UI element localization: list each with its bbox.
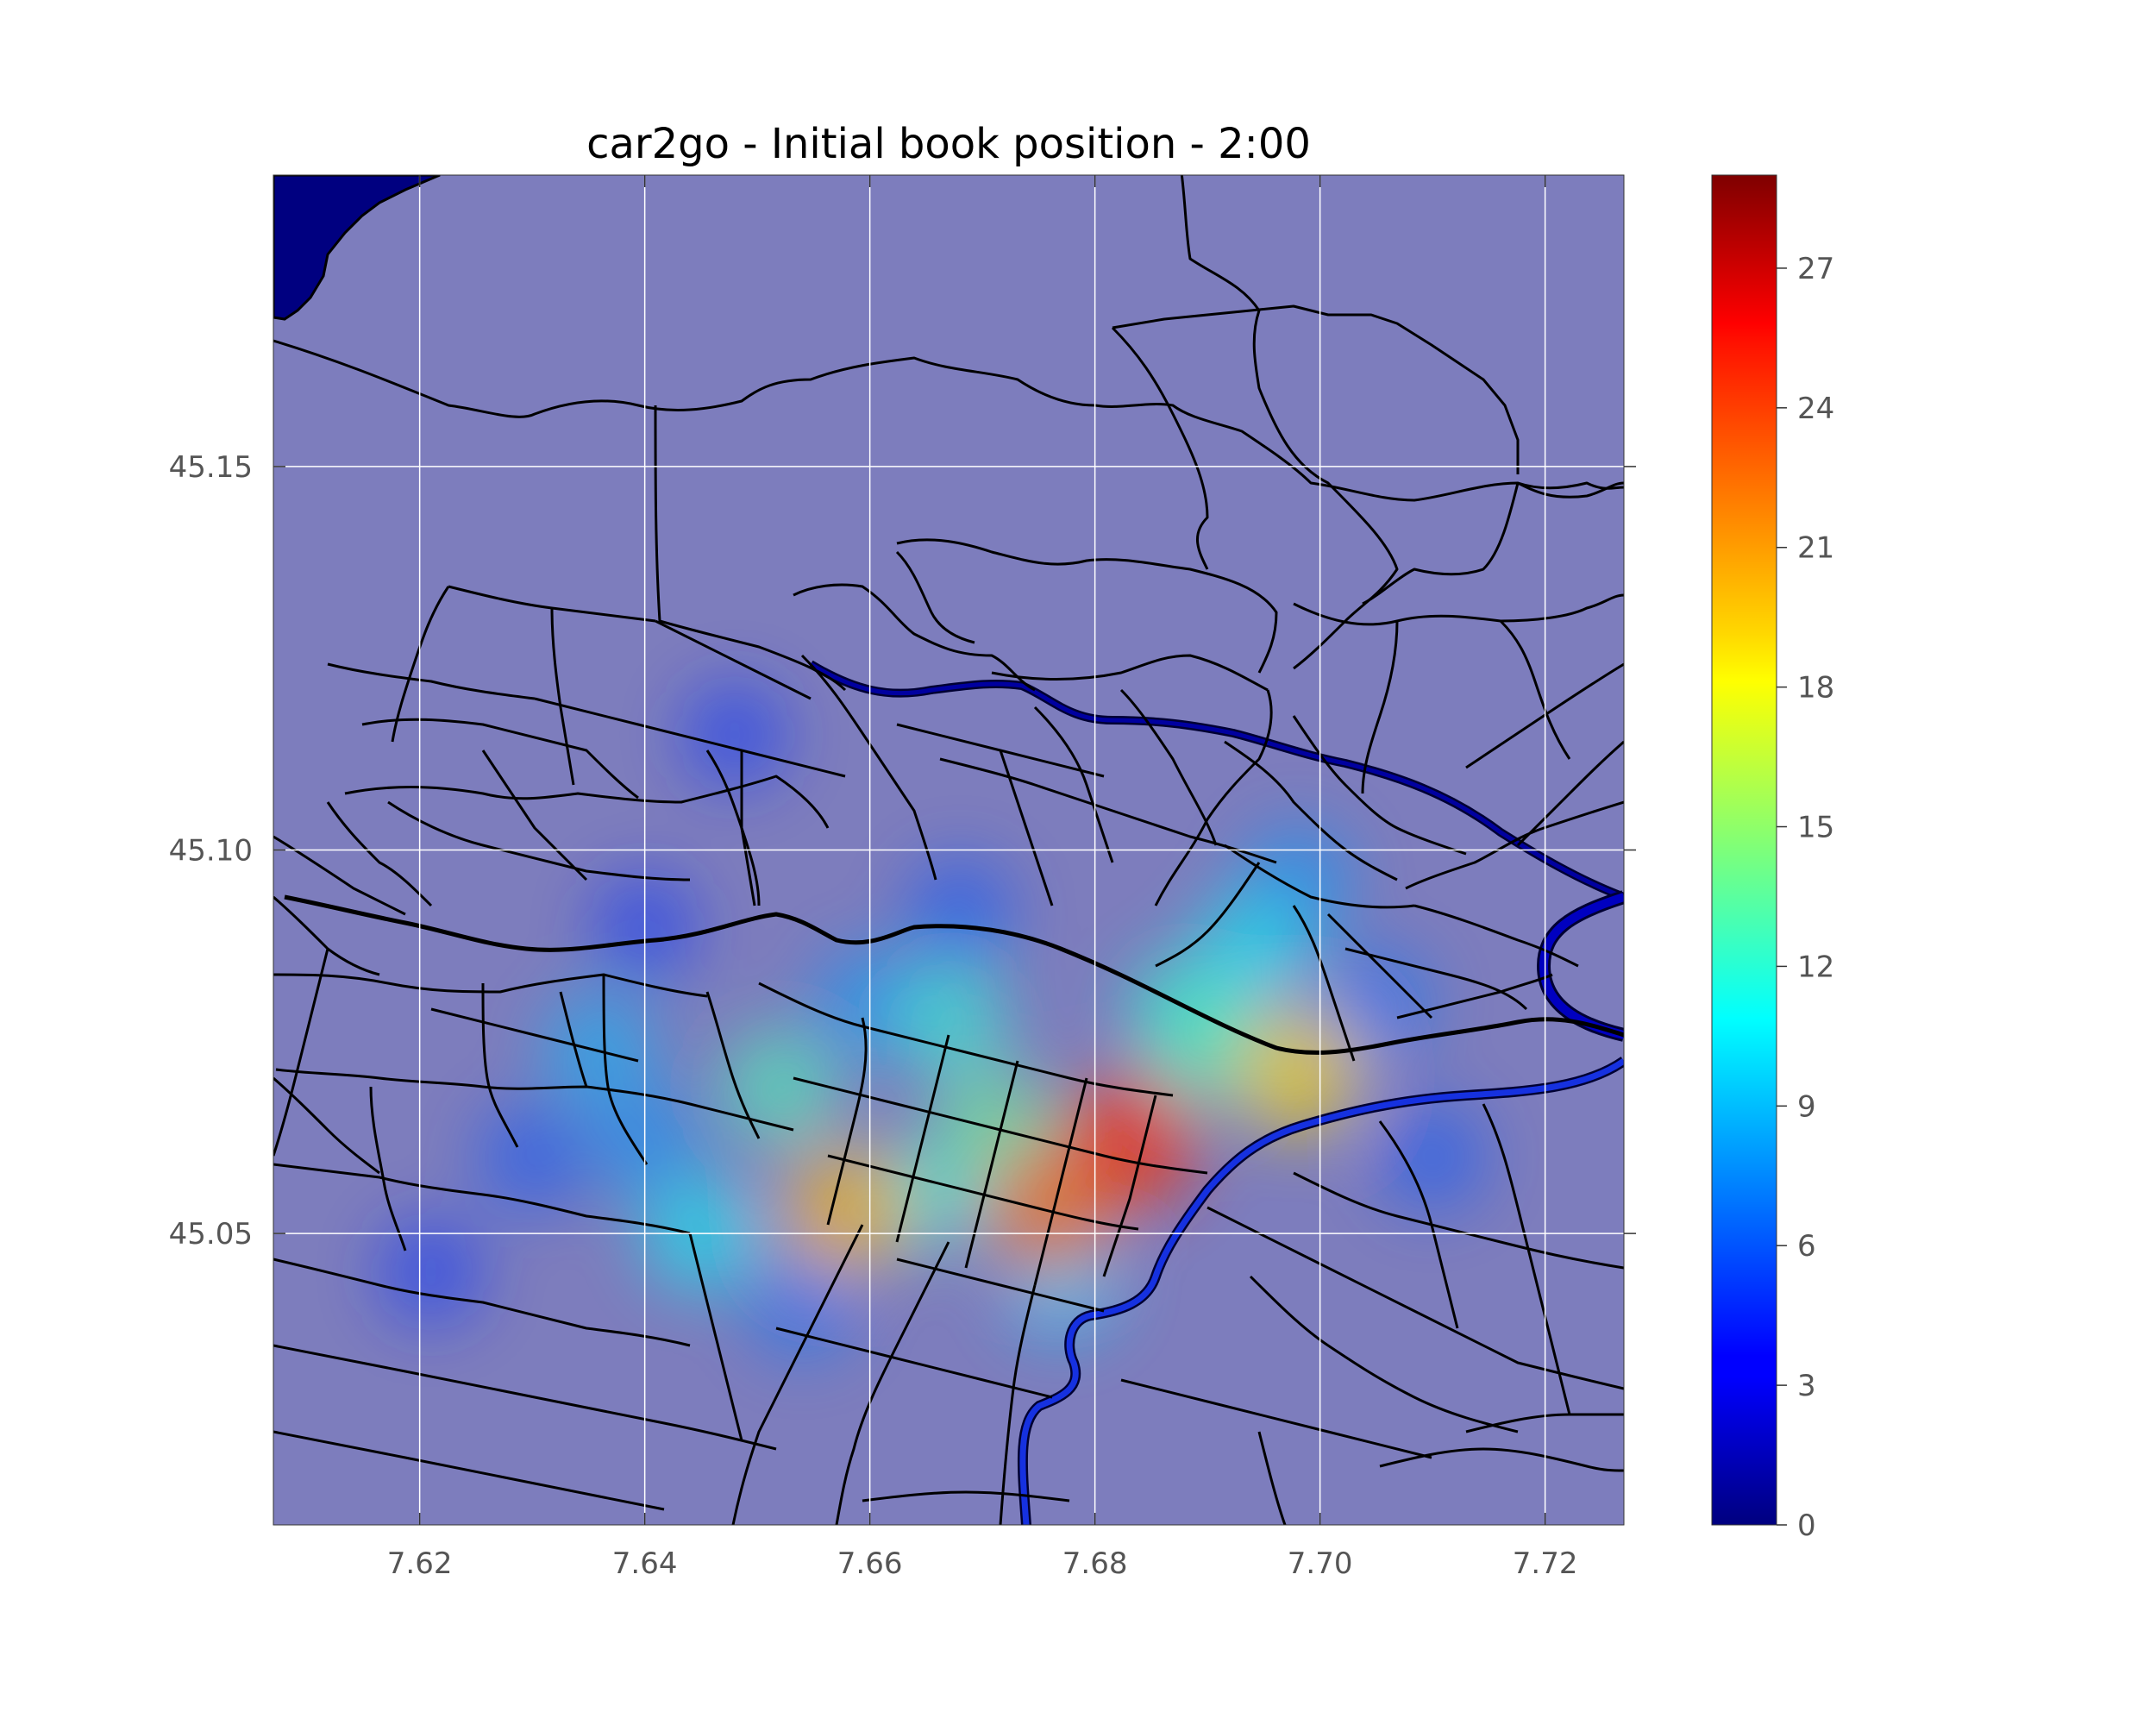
heat-spot bbox=[890, 960, 1007, 1077]
colorbar-tick-label: 15 bbox=[1797, 811, 1834, 845]
colorbar-tick-label: 0 bbox=[1797, 1509, 1816, 1543]
y-axis: 45.05 45.10 45.15 bbox=[169, 450, 1636, 1251]
x-axis: 7.62 7.64 7.66 7.68 7.70 7.72 bbox=[387, 175, 1578, 1581]
colorbar: 0 3 6 9 12 15 18 21 24 27 bbox=[1711, 174, 1834, 1543]
map-area bbox=[273, 175, 1624, 1525]
district-boundaries bbox=[273, 175, 1624, 1525]
heat-spot bbox=[781, 1145, 913, 1276]
heat-spot bbox=[1322, 950, 1431, 1057]
colorbar-gradient bbox=[1711, 174, 1777, 1526]
x-tick-label: 7.68 bbox=[1062, 1546, 1128, 1581]
colorbar-tick-label: 3 bbox=[1797, 1369, 1816, 1403]
heat-spot bbox=[1379, 1103, 1486, 1210]
x-tick-label: 7.72 bbox=[1513, 1546, 1578, 1581]
river bbox=[284, 660, 1624, 1525]
colorbar-tick-label: 9 bbox=[1797, 1089, 1816, 1124]
heat-spot bbox=[906, 858, 1013, 964]
heat-spot bbox=[379, 1220, 483, 1324]
colorbar-ticks: 0 3 6 9 12 15 18 21 24 27 bbox=[1777, 252, 1834, 1543]
map-dark-corner bbox=[273, 175, 441, 321]
heat-spot bbox=[1232, 1007, 1363, 1138]
y-tick-label: 45.05 bbox=[169, 1217, 253, 1251]
colorbar-tick-label: 12 bbox=[1797, 950, 1834, 984]
grid-lines bbox=[273, 175, 1624, 1525]
colorbar-tick-label: 21 bbox=[1797, 531, 1834, 566]
chart-title: car2go - Initial book position - 2:00 bbox=[586, 120, 1311, 168]
heat-spot bbox=[479, 1103, 586, 1210]
x-tick-label: 7.70 bbox=[1288, 1546, 1353, 1581]
colorbar-tick-label: 27 bbox=[1797, 252, 1834, 286]
colorbar-tick-label: 6 bbox=[1797, 1229, 1816, 1264]
colorbar-tick-label: 18 bbox=[1797, 671, 1834, 706]
colorbar-tick-label: 24 bbox=[1797, 392, 1834, 426]
x-tick-label: 7.64 bbox=[612, 1546, 678, 1581]
heat-spot bbox=[544, 994, 655, 1106]
y-tick-label: 45.10 bbox=[169, 834, 253, 869]
x-tick-label: 7.66 bbox=[837, 1546, 903, 1581]
y-tick-label: 45.15 bbox=[169, 450, 253, 485]
x-tick-label: 7.62 bbox=[387, 1546, 453, 1581]
heat-spot bbox=[1059, 1072, 1198, 1211]
heat-layer bbox=[379, 682, 1486, 1357]
heat-spot bbox=[749, 1248, 856, 1357]
heat-spot bbox=[720, 1028, 839, 1147]
heat-spot bbox=[682, 682, 787, 787]
